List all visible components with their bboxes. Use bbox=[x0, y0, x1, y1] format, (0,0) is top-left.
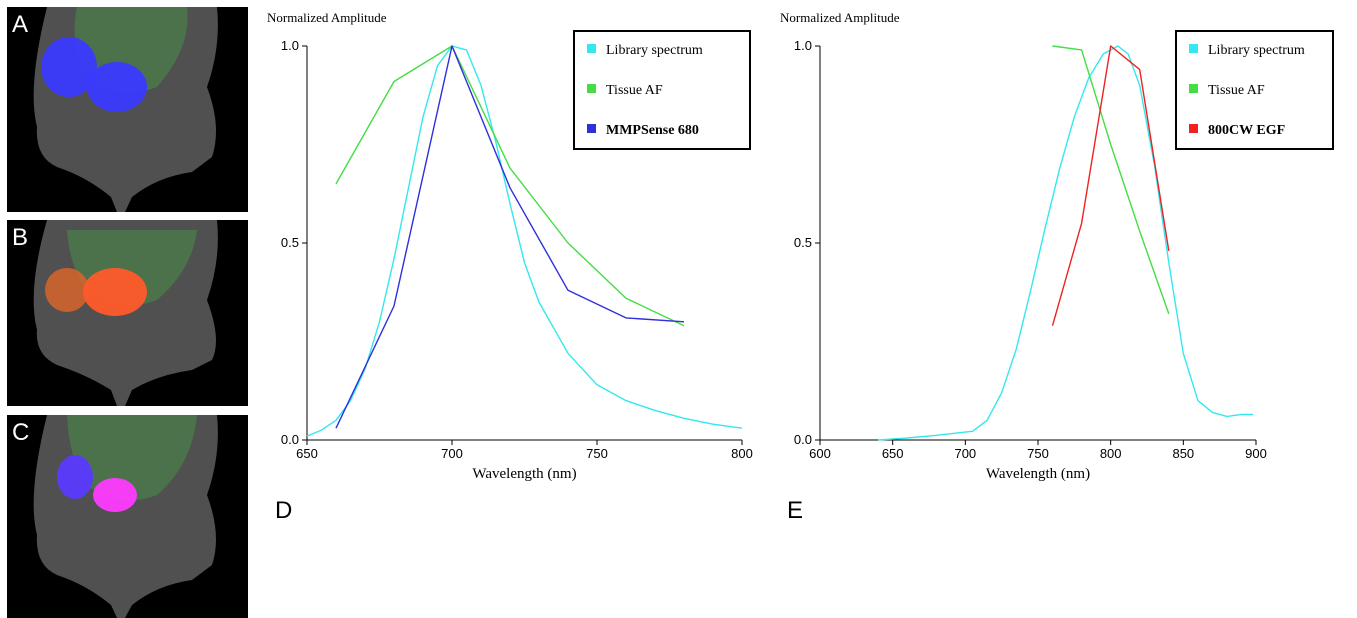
chart-e-x-tick-label: 600 bbox=[809, 446, 831, 461]
mouse-image-a bbox=[33, 7, 218, 212]
image-panel-b: B bbox=[7, 220, 248, 406]
chart-d-legend-label: Tissue AF bbox=[606, 83, 663, 98]
chart-e-legend-swatch bbox=[1189, 124, 1198, 133]
chart-d-legend-swatch bbox=[587, 44, 596, 53]
chart-d-y-tick-label: 0.0 bbox=[281, 432, 299, 447]
chart-d-legend-label: Library spectrum bbox=[606, 43, 703, 58]
mouse-image-c bbox=[33, 415, 218, 618]
chart-e-series-800cw-egf bbox=[1051, 45, 1170, 326]
chart-e-x-tick-label: 800 bbox=[1100, 446, 1122, 461]
chart-e-x-tick-label: 750 bbox=[1027, 446, 1049, 461]
panel-letter-c: C bbox=[12, 419, 30, 446]
chart-e-legend-label: Tissue AF bbox=[1208, 83, 1265, 98]
chart-d-x-tick-label: 650 bbox=[296, 446, 318, 461]
chart-e-legend-label: 800CW EGF bbox=[1208, 123, 1285, 138]
panel-letter-a: A bbox=[12, 11, 29, 38]
plot-letter-e: E bbox=[787, 497, 804, 524]
spectrum-chart-e: 600 650 700 750 800 850 900 0.0 0.5 1.0 Normalized… bbox=[780, 10, 1334, 482]
chart-d-x-tick-label: 750 bbox=[586, 446, 608, 461]
chart-e-x-tick-label: 900 bbox=[1245, 446, 1267, 461]
chart-e-y-tick-label: 1.0 bbox=[794, 38, 812, 53]
chart-e-series-library-spectrum bbox=[878, 45, 1254, 441]
chart-d-y-axis-title: Normalized Amplitude bbox=[267, 10, 387, 25]
chart-d-x-axis-title: Wavelength (nm) bbox=[472, 466, 576, 482]
chart-d-series-mmpsense-680 bbox=[335, 45, 685, 429]
chart-e-x-tick-label: 650 bbox=[882, 446, 904, 461]
chart-e-y-tick-label: 0.0 bbox=[794, 432, 812, 447]
chart-d-y-tick-label: 1.0 bbox=[281, 38, 299, 53]
chart-d-legend bbox=[573, 30, 751, 150]
chart-e-legend-swatch bbox=[1189, 44, 1198, 53]
panel-letter-b: B bbox=[12, 224, 29, 251]
plot-letter-d: D bbox=[275, 497, 293, 524]
chart-d-x-tick-label: 700 bbox=[441, 446, 463, 461]
chart-e-legend bbox=[1175, 30, 1334, 150]
chart-d-series-library-spectrum bbox=[306, 45, 743, 437]
chart-e-x-tick-label: 850 bbox=[1172, 446, 1194, 461]
chart-d-legend-label: MMPSense 680 bbox=[606, 123, 699, 138]
chart-e-series-tissue-af bbox=[1052, 45, 1170, 315]
chart-d-series-tissue-af bbox=[335, 45, 685, 327]
chart-e-legend-swatch bbox=[1189, 84, 1198, 93]
chart-d-legend-swatch bbox=[587, 124, 596, 133]
spectrum-chart-d: 650 700 750 800 0.0 0.5 1.0 Normalized Amplitud… bbox=[267, 10, 753, 482]
chart-e-legend-label: Library spectrum bbox=[1208, 43, 1305, 58]
chart-e-y-axis-title: Normalized Amplitude bbox=[780, 10, 900, 25]
chart-e-y-tick-label: 0.5 bbox=[794, 235, 812, 250]
chart-d-y-tick-label: 0.5 bbox=[281, 235, 299, 250]
chart-d-legend-swatch bbox=[587, 84, 596, 93]
chart-e-x-tick-label: 700 bbox=[954, 446, 976, 461]
image-panel-c: C bbox=[7, 415, 248, 618]
image-panel-a: A bbox=[7, 7, 248, 212]
mouse-image-b bbox=[33, 220, 218, 406]
chart-e-x-axis-title: Wavelength (nm) bbox=[986, 466, 1090, 482]
chart-d-x-tick-label: 800 bbox=[731, 446, 753, 461]
